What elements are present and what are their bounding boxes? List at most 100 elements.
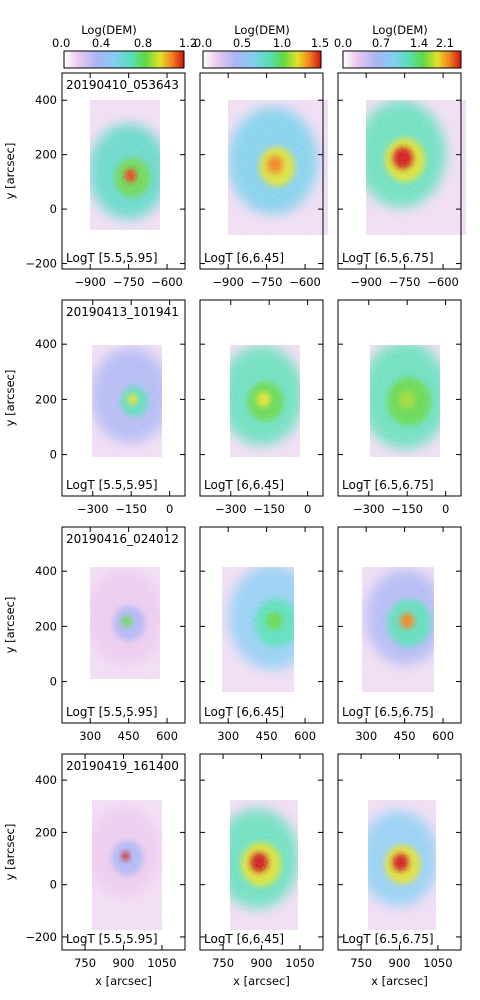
x-tick-label: −150 (391, 502, 423, 516)
panel-frame (61, 72, 186, 270)
colorbar-3-tick-3: 1.4 (410, 36, 428, 50)
colorbar-1-title: Log(DEM) (81, 23, 137, 37)
observation-date-label: 20190413_101941 (66, 305, 179, 319)
panel-4-1: 750 900 1050 −200 0 200 400 LogT [5.5,5.95] 2019… (3, 753, 186, 988)
x-tick-label: 0 (166, 502, 173, 516)
panel-grid: −900 −750 −600 −200 0 200 400 LogT [5.5,5.95] 20… (3, 72, 466, 988)
panel-frame (199, 526, 324, 724)
temperature-label: LogT [6,6.45] (204, 251, 284, 265)
panel-row-1: −900 −750 −600 −200 0 200 400 LogT [5.5,5.95] 20… (3, 72, 466, 289)
panel-frame (337, 72, 462, 270)
colorbar-3-gradient (342, 50, 462, 69)
x-tick-label: −600 (289, 275, 321, 289)
colorbar-1-tick-4: 1.2 (179, 36, 197, 50)
x-tick-label: 300 (79, 729, 101, 743)
y-axis-label: y [arcsec] (3, 824, 17, 881)
temperature-label: LogT [5.5,5.95] (66, 932, 158, 946)
panel-4-3: 750 900 1050 LogT [6.5,6.75] x [arcsec] (337, 753, 462, 988)
y-tick-label: 0 (50, 202, 57, 216)
y-tick-label: 400 (35, 564, 57, 578)
panel-2-2: −300 −150 0 LogT [6,6.45] (199, 299, 324, 516)
x-tick-label: −150 (115, 502, 147, 516)
x-tick-label: 0 (442, 502, 449, 516)
temperature-label: LogT [6.5,6.75] (342, 478, 434, 492)
temperature-label: LogT [5.5,5.95] (66, 478, 158, 492)
dem-map (222, 567, 294, 692)
observation-date-label: 20190416_024012 (66, 532, 179, 546)
panel-3-1: 300 450 600 0 200 400 LogT [5.5,5.95] 20190416_… (3, 526, 186, 743)
x-tick-label: 900 (113, 956, 135, 970)
panel-frame (199, 299, 324, 497)
colorbar-3-tick-2: 0.7 (372, 36, 390, 50)
x-tick-label: −300 (77, 502, 109, 516)
panel-row-3: 300 450 600 0 200 400 LogT [5.5,5.95] 20190416_… (3, 526, 462, 743)
colorbar-3-tick-4: 2.1 (436, 36, 454, 50)
x-tick-label: 450 (394, 729, 416, 743)
temperature-label: LogT [6,6.45] (204, 705, 284, 719)
x-tick-label: 1050 (147, 956, 176, 970)
y-tick-label: 200 (35, 392, 57, 406)
dem-map (228, 100, 328, 235)
colorbar-2-tick-2: 0.5 (233, 36, 251, 50)
colorbar-2-tick-1: 0.0 (194, 36, 212, 50)
colorbar-1-tick-1: 0.0 (52, 36, 70, 50)
y-tick-label: 0 (50, 675, 57, 689)
x-axis-label: x [arcsec] (371, 974, 428, 988)
x-tick-label: 750 (212, 956, 234, 970)
y-tick-label: 400 (35, 773, 57, 787)
temperature-label: LogT [6,6.45] (204, 478, 284, 492)
y-tick-label: 400 (35, 93, 57, 107)
x-tick-label: −300 (353, 502, 385, 516)
panel-row-2: −300 −150 0 0 200 400 LogT [5.5,5.95] 20190413_… (3, 299, 462, 516)
colorbar-1-tick-2: 0.4 (92, 36, 110, 50)
panel-frame (61, 526, 186, 724)
panel-2-3: −300 −150 0 LogT [6.5,6.75] (337, 299, 462, 516)
x-tick-label: 450 (256, 729, 278, 743)
y-tick-label: 0 (50, 448, 57, 462)
x-tick-label: 300 (217, 729, 239, 743)
colorbars: Log(DEM) 0.0 0.4 0.8 1.2 Log(DEM) 0.0 0.… (52, 23, 462, 69)
y-axis-label: y [arcsec] (3, 597, 17, 654)
x-axis-label: x [arcsec] (233, 974, 290, 988)
panel-frame (337, 299, 462, 497)
x-tick-label: 600 (294, 729, 316, 743)
dem-map (230, 800, 298, 930)
observation-date-label: 20190410_053643 (66, 78, 179, 92)
colorbar-3-tick-1: 0.0 (334, 36, 352, 50)
x-tick-label: 750 (74, 956, 96, 970)
colorbar-3: Log(DEM) 0.0 0.7 1.4 2.1 (334, 23, 462, 69)
temperature-label: LogT [6.5,6.75] (342, 932, 434, 946)
y-tick-label: 200 (35, 619, 57, 633)
panel-1-2: −900 −750 −600 LogT [6,6.45] (199, 72, 328, 289)
x-tick-label: −900 (74, 275, 106, 289)
x-tick-label: −150 (253, 502, 285, 516)
y-axis-label: y [arcsec] (3, 143, 17, 200)
y-tick-label: 200 (35, 148, 57, 162)
x-tick-label: −300 (215, 502, 247, 516)
temperature-label: LogT [6.5,6.75] (342, 705, 434, 719)
x-tick-label: −900 (212, 275, 244, 289)
x-tick-label: −600 (151, 275, 183, 289)
x-axis-label: x [arcsec] (95, 974, 152, 988)
temperature-label: LogT [5.5,5.95] (66, 705, 158, 719)
panel-3-3: 300 450 600 LogT [6.5,6.75] (337, 526, 462, 743)
x-tick-label: 450 (118, 729, 140, 743)
y-tick-label: 0 (50, 878, 57, 892)
dem-map (370, 345, 440, 457)
x-tick-label: −750 (113, 275, 145, 289)
dem-map (362, 567, 434, 692)
dem-map (366, 100, 466, 235)
colorbar-2-tick-4: 1.5 (311, 36, 329, 50)
colorbar-2: Log(DEM) 0.0 0.5 1.0 1.5 (194, 23, 329, 69)
x-tick-label: 0 (304, 502, 311, 516)
panel-frame (337, 526, 462, 724)
y-axis-label: y [arcsec] (3, 370, 17, 427)
panel-1-3: −900 −750 −600 LogT [6.5,6.75] (337, 72, 466, 289)
x-tick-label: 300 (355, 729, 377, 743)
x-tick-label: 900 (251, 956, 273, 970)
colorbar-1: Log(DEM) 0.0 0.4 0.8 1.2 (52, 23, 197, 69)
observation-date-label: 20190419_161400 (66, 759, 179, 773)
dem-map (230, 345, 300, 457)
